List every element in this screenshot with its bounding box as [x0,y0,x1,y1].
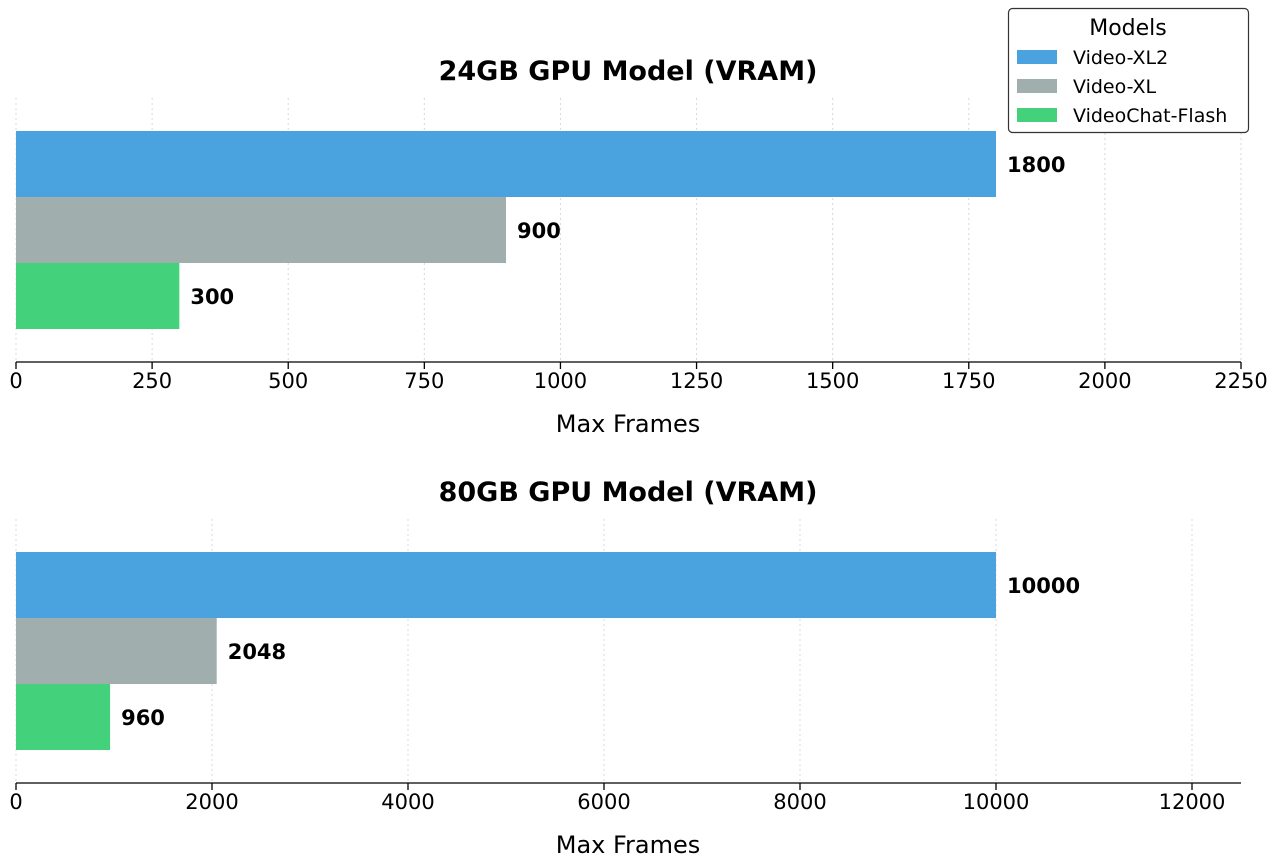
data-label: 1800 [1007,153,1065,177]
tick-label: 1000 [534,369,587,393]
x-axis-label: Max Frames [556,831,701,859]
tick-label: 750 [404,369,444,393]
legend-swatch [1017,79,1057,93]
legend-swatch [1017,50,1057,64]
tick-label: 1250 [670,369,723,393]
legend-label: Video-XL [1073,76,1157,98]
tick-label: 1500 [806,369,859,393]
bars [16,552,996,750]
bar-video-xl2 [16,131,996,197]
tick-label: 12000 [1159,790,1226,814]
bars [16,131,996,329]
legend-frame [1007,7,1250,134]
x-ticks: 0 2000 4000 6000 8000 10000 12000 [9,783,1225,814]
data-label: 10000 [1007,574,1080,598]
tick-label: 10000 [963,790,1030,814]
data-label: 300 [190,285,234,309]
data-label: 2048 [228,640,286,664]
chart-24gb: 24GB GPU Model (VRAM) 1800 900 300 0 250 500… [9,56,1267,438]
tick-label: 250 [132,369,172,393]
data-label: 960 [121,706,165,730]
chart-80gb: 80GB GPU Model (VRAM) 10000 2048 960 0 2000… [9,477,1241,859]
legend-title: Models [1089,16,1167,41]
legend-label: Video-XL2 [1073,47,1168,69]
bar-videochat-flash [16,263,180,329]
tick-label: 8000 [773,790,826,814]
bar-video-xl [16,618,217,684]
x-axis-label: Max Frames [556,410,701,438]
tick-label: 500 [268,369,308,393]
tick-label: 0 [9,790,22,814]
legend-entries: Video-XL2 Video-XL VideoChat-Flash [1017,47,1227,127]
tick-label: 0 [9,369,22,393]
bar-video-xl [16,197,506,263]
tick-label: 4000 [381,790,434,814]
data-labels: 10000 2048 960 [121,574,1080,730]
legend-label: VideoChat-Flash [1073,105,1227,127]
tick-label: 1750 [942,369,995,393]
chart-title: 24GB GPU Model (VRAM) [439,56,818,87]
bar-videochat-flash [16,684,111,750]
data-label: 900 [517,219,561,243]
tick-label: 2250 [1214,369,1267,393]
legend: Models Video-XL2 Video-XL VideoChat-Flash [1007,7,1250,134]
bar-video-xl2 [16,552,996,618]
legend-swatch [1017,108,1057,122]
chart-title: 80GB GPU Model (VRAM) [439,477,818,508]
x-ticks: 0 250 500 750 1000 1250 1500 1750 2000 2250 [9,362,1268,393]
tick-label: 2000 [1078,369,1131,393]
tick-label: 2000 [185,790,238,814]
data-labels: 1800 900 300 [190,153,1065,309]
tick-label: 6000 [577,790,630,814]
